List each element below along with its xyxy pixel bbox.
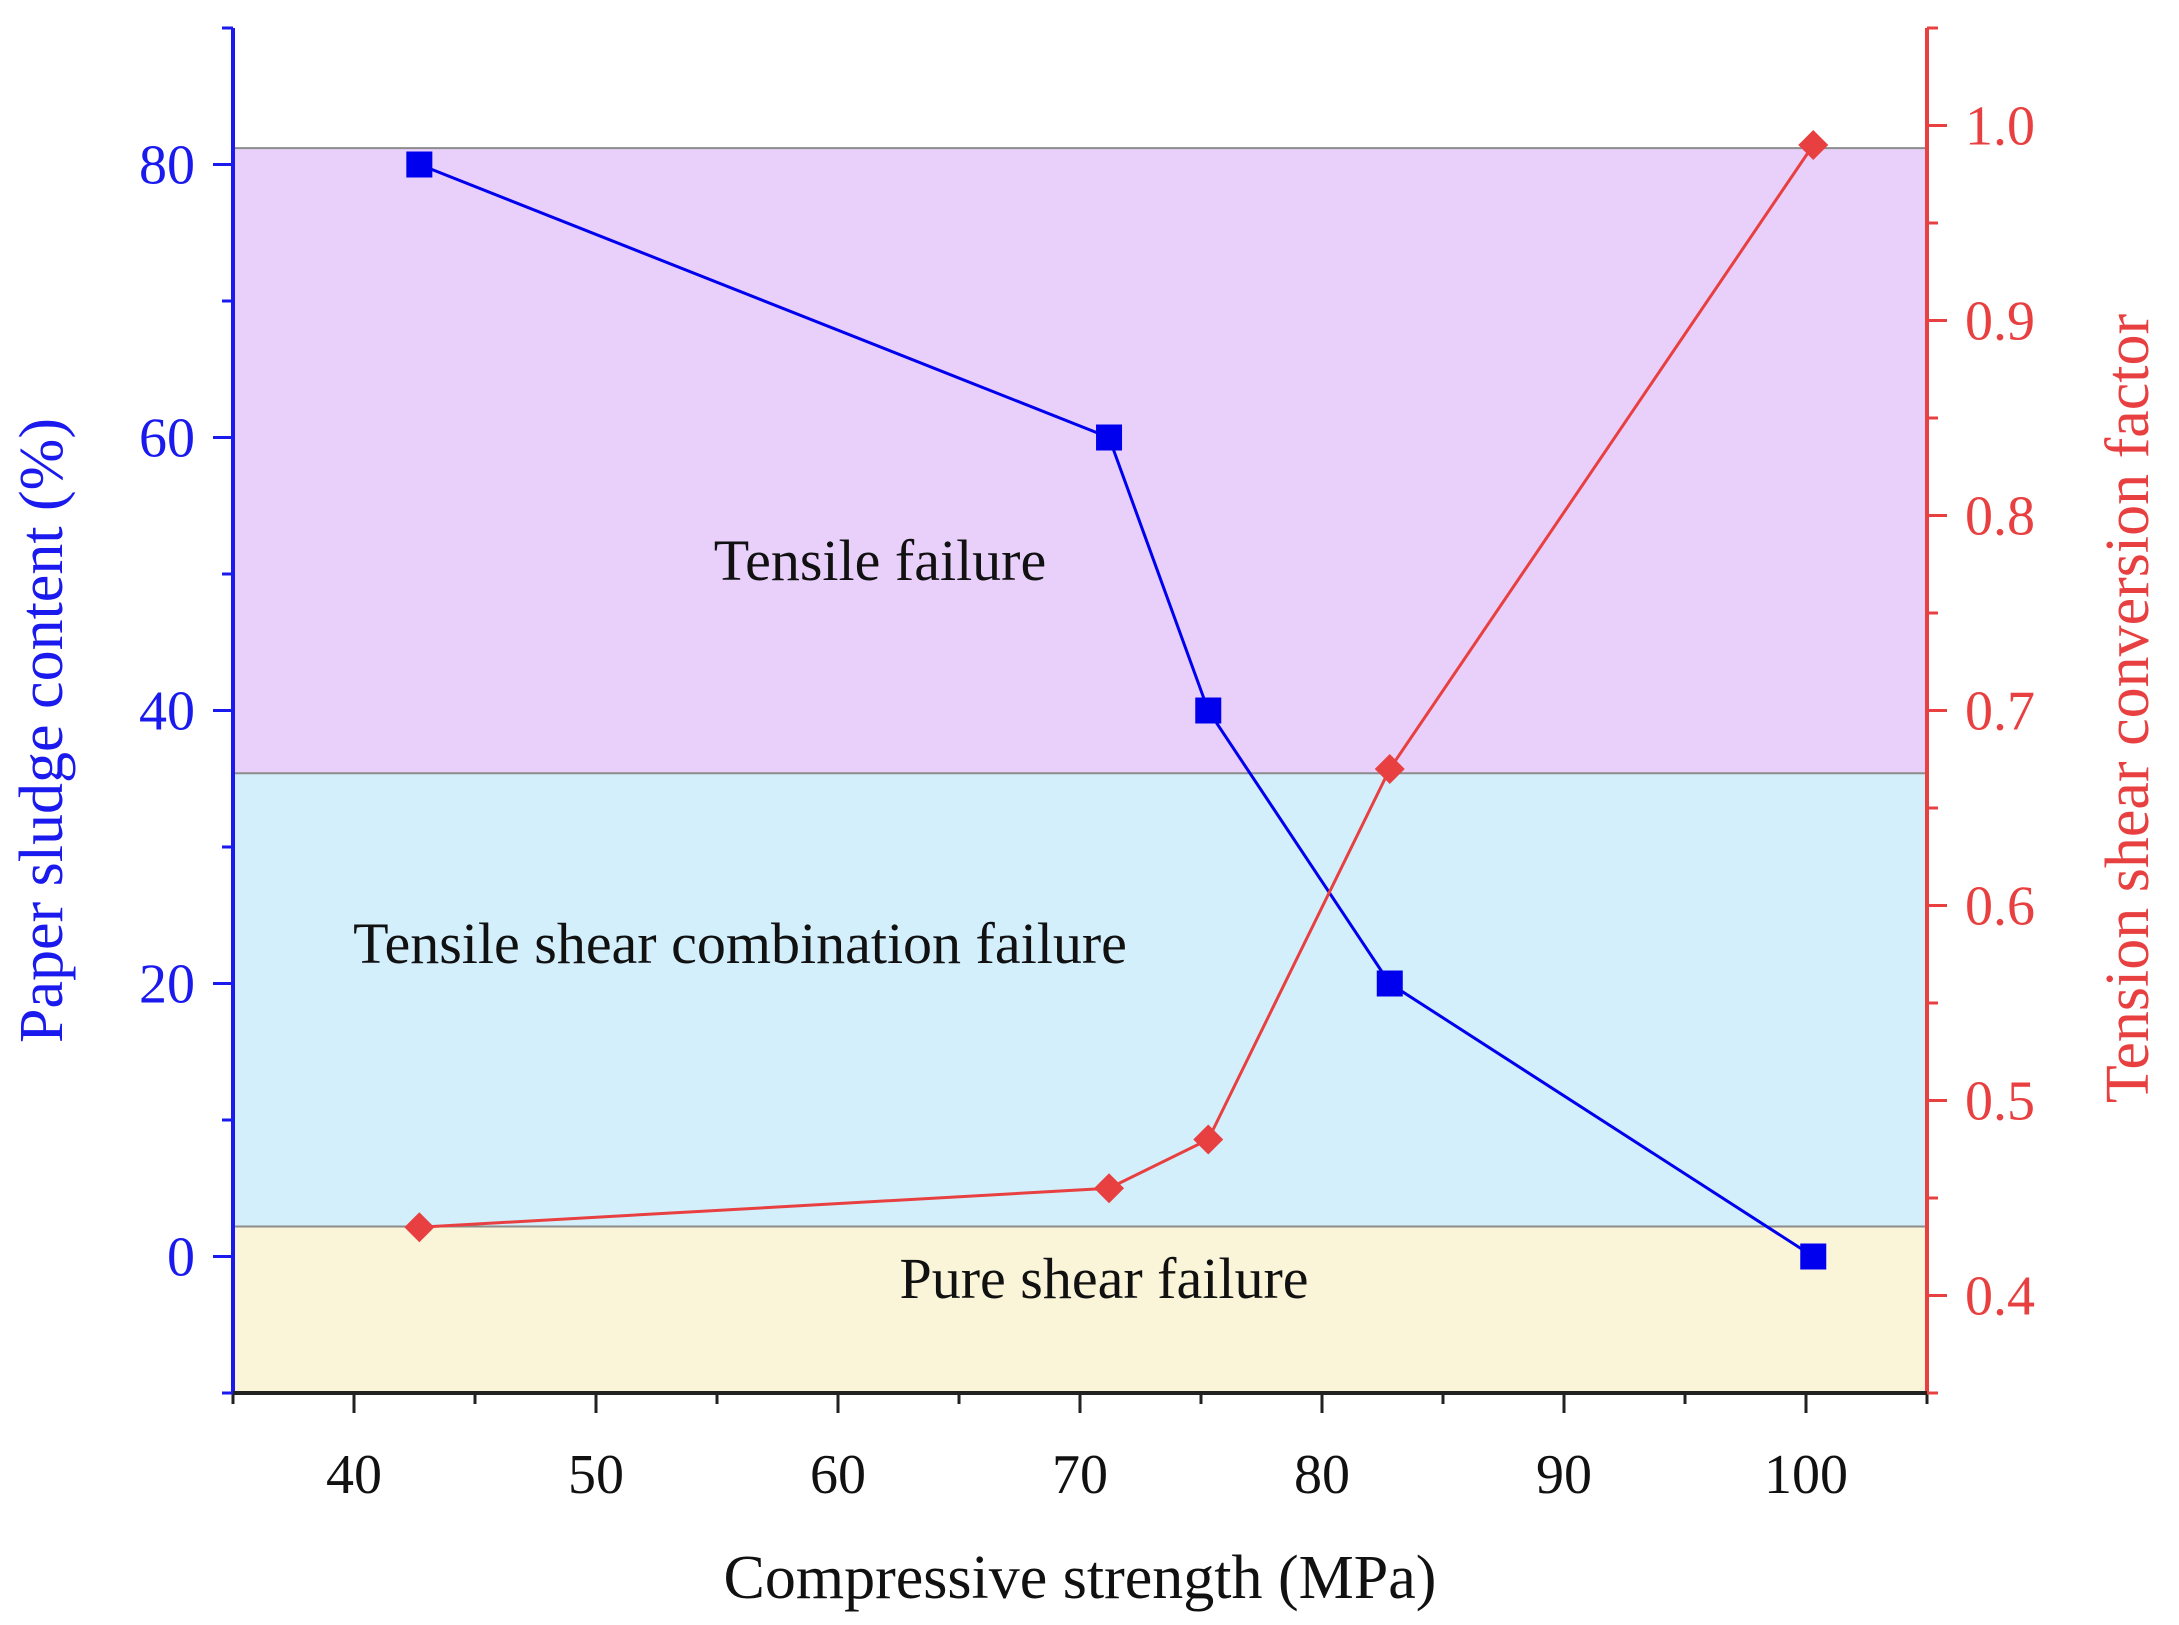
y-right-tick-label: 0.5	[1965, 1071, 2035, 1133]
y-axis-right-title: Tension shear conversion factor	[2094, 313, 2162, 1103]
x-tick-label: 50	[568, 1444, 624, 1506]
y-right-tick-label: 0.6	[1965, 876, 2035, 938]
data-point-diamond	[1193, 1124, 1224, 1155]
data-point-diamond	[1798, 130, 1829, 160]
y-left-tick-label: 80	[139, 135, 195, 197]
axis-titles: Compressive strength (MPa) Paper sludge …	[8, 313, 2162, 1612]
y-left-tick-label: 60	[139, 408, 195, 470]
region-label-combination: Tensile shear combination failure	[353, 911, 1127, 976]
y-left-tick-label: 20	[139, 954, 195, 1016]
y-right-tick-label: 0.4	[1965, 1266, 2035, 1328]
data-point-square	[406, 151, 433, 178]
ticks: 40 50 60 70 80 90 100 0 20 40 60 80 0.4 0.5 0.6 0.7 0.8 0…	[139, 26, 2035, 1506]
region-labels: Tensile failure Tensile shear combination…	[353, 528, 1308, 1311]
data-point-diamond	[404, 1212, 435, 1243]
data-point-diamond	[1374, 754, 1405, 784]
data-point-square	[1195, 697, 1222, 724]
x-tick-label: 80	[1294, 1444, 1350, 1506]
region-tensile	[233, 148, 1927, 774]
y-right-tick-label: 1.0	[1965, 96, 2035, 158]
y-left-tick-label: 40	[139, 681, 195, 743]
data-point-square	[1376, 970, 1403, 997]
data-point-diamond	[1094, 1173, 1125, 1204]
region-shear	[233, 1226, 1927, 1393]
x-tick-label: 70	[1052, 1444, 1108, 1506]
y-right-tick-label: 0.9	[1965, 291, 2035, 353]
y-left-tick-label: 0	[167, 1227, 195, 1289]
data-point-square	[1800, 1243, 1827, 1270]
y-right-tick-label: 0.7	[1965, 681, 2035, 743]
y-right-tick-label: 0.8	[1965, 486, 2035, 548]
region-label-shear: Pure shear failure	[899, 1246, 1308, 1311]
data-point-square	[1096, 424, 1123, 451]
region-combination	[233, 773, 1927, 1227]
x-tick-label: 40	[326, 1444, 382, 1506]
y-axis-left-title: Paper sludge content (%)	[8, 418, 76, 1043]
region-label-tensile: Tensile failure	[714, 528, 1047, 593]
failure-regions	[233, 147, 1927, 1393]
x-tick-label: 60	[810, 1444, 866, 1506]
series-markers	[404, 130, 1829, 1270]
x-tick-label: 90	[1536, 1444, 1592, 1506]
x-tick-label: 100	[1764, 1444, 1848, 1506]
x-axis-title: Compressive strength (MPa)	[724, 1544, 1437, 1612]
